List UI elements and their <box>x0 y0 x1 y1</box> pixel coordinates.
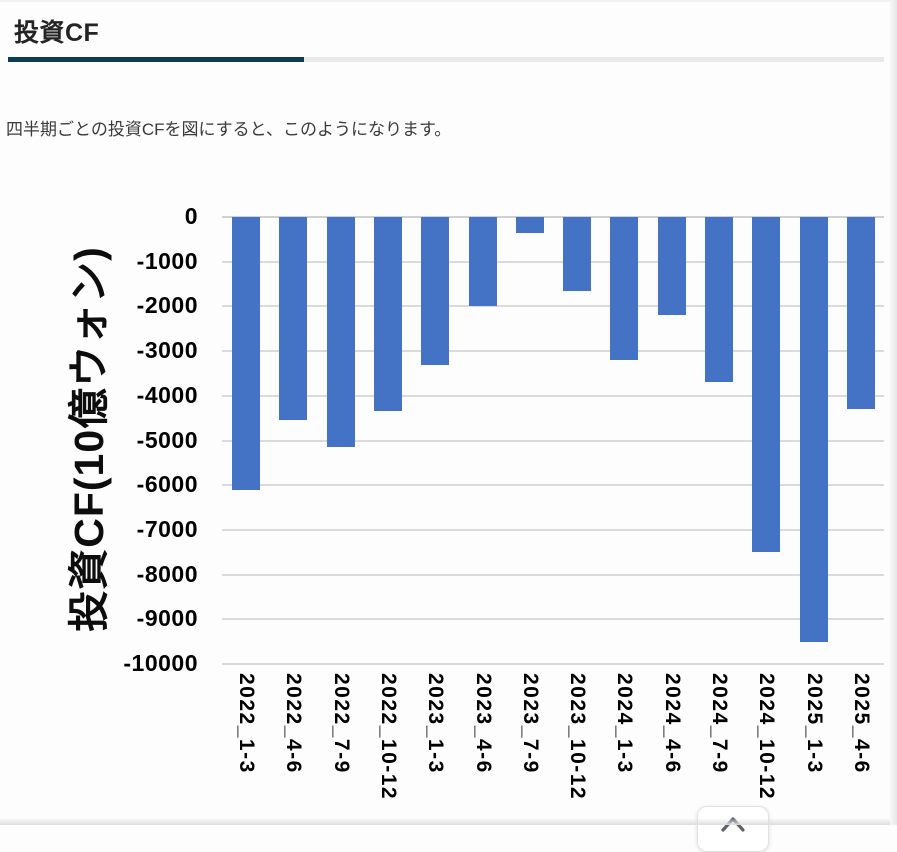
y-tick-label: -4000 <box>136 381 198 408</box>
investment-cf-bar-chart: 投資CF(10億ウォン) 0 -1000 -2000 -3000 -4000 -5000-… <box>66 203 884 801</box>
x-tick-label: 2023_7-9 <box>518 673 542 774</box>
gridline <box>222 573 884 576</box>
x-tick-label: 2025_1-3 <box>802 673 826 774</box>
x-tick-label: 2025_4-6 <box>849 673 873 774</box>
gridline <box>222 305 884 308</box>
heading-divider-accent <box>8 57 304 62</box>
x-tick-label: 2022_1-3 <box>235 673 258 774</box>
x-tick-label: 2024_4-6 <box>660 673 684 774</box>
window-right-edge <box>890 0 897 825</box>
x-tick-label: 2024_1-3 <box>613 673 637 774</box>
y-tick-label: -1000 <box>136 247 198 274</box>
bar-2023_10-12 <box>563 217 592 291</box>
bar-2024_10-12 <box>752 217 781 553</box>
gridline <box>222 260 884 263</box>
bar-2025_4-6 <box>846 217 875 410</box>
y-tick-label: -7000 <box>136 515 198 542</box>
y-tick-label: -5000 <box>136 426 198 453</box>
intro-text: 四半期ごとの投資CFを図にすると、このようになります。 <box>6 120 452 139</box>
y-tick-label: -2000 <box>136 292 198 319</box>
zero-gridline <box>222 216 884 218</box>
bar-2023_4-6 <box>468 217 497 307</box>
x-tick-label: 2022_4-6 <box>282 673 306 774</box>
window-top-edge <box>0 0 897 2</box>
x-tick-label: 2023_4-6 <box>471 673 495 774</box>
gridline <box>222 350 884 353</box>
bar-2024_4-6 <box>657 217 686 316</box>
gridline <box>222 528 884 531</box>
y-tick-label: 0 <box>184 203 198 229</box>
gridline <box>222 394 884 397</box>
y-tick-label: -6000 <box>136 471 198 498</box>
bar-2022_1-3 <box>232 217 260 490</box>
bar-2025_1-3 <box>799 217 828 642</box>
y-tick-label: -3000 <box>136 337 198 364</box>
gridline <box>222 439 884 442</box>
gridline <box>222 618 884 621</box>
bar-2023_7-9 <box>515 217 544 233</box>
x-tick-label: 2024_10-12 <box>755 673 779 801</box>
plot-area <box>222 216 884 665</box>
y-tick-label: -9000 <box>136 605 198 632</box>
gridline <box>222 663 884 665</box>
bar-2022_7-9 <box>326 217 355 448</box>
x-tick-label: 2022_10-12 <box>376 673 400 801</box>
bar-2022_10-12 <box>373 217 402 412</box>
scroll-to-top-button[interactable] <box>697 806 769 852</box>
gridline <box>222 484 884 487</box>
heading-divider <box>8 57 884 62</box>
y-tick-label: -8000 <box>136 560 198 587</box>
x-tick-label: 2022_7-9 <box>329 673 353 774</box>
bar-2024_7-9 <box>705 217 733 383</box>
y-tick-label: -10000 <box>123 650 198 676</box>
bar-2024_1-3 <box>610 217 639 361</box>
bar-2023_1-3 <box>421 217 450 365</box>
x-tick-label: 2023_10-12 <box>566 673 590 801</box>
window-bottom-edge <box>0 818 897 825</box>
bar-2022_4-6 <box>279 217 308 421</box>
x-tick-label: 2024_7-9 <box>708 673 731 774</box>
page-title: 投資CF <box>14 19 100 47</box>
x-tick-label: 2023_1-3 <box>424 673 448 774</box>
